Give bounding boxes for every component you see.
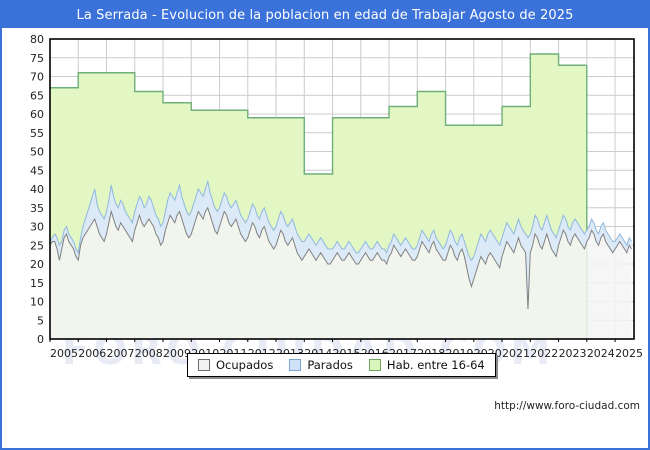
y-tick-label: 5: [37, 314, 44, 327]
window-title-bar: La Serrada - Evolucion de la poblacion e…: [2, 2, 648, 28]
legend-item-hab-16-64[interactable]: Hab. entre 16-64: [368, 358, 485, 372]
plot-container: FORO CIUDAD.COM 0 5 10 15 20 25 30 35 40 45 50 55 60…: [2, 28, 648, 448]
x-tick-label: 2009: [163, 347, 191, 360]
chart-legend: Ocupados Parados Hab. entre 16-64: [187, 353, 496, 377]
x-tick-label: 2025: [615, 347, 643, 360]
x-tick-label: 2006: [78, 347, 106, 360]
x-tick-label: 2023: [559, 347, 587, 360]
legend-swatch-ocupados: [198, 359, 210, 371]
x-tick-label: 2022: [530, 347, 558, 360]
legend-label-parados: Parados: [307, 358, 353, 372]
y-tick-label: 20: [30, 258, 44, 271]
y-tick-label: 45: [30, 164, 44, 177]
x-tick-label: 2007: [107, 347, 135, 360]
x-tick-label: 2021: [502, 347, 530, 360]
y-tick-label: 15: [30, 277, 44, 290]
axis-layer: [49, 38, 635, 342]
y-tick-label: 30: [30, 221, 44, 234]
legend-label-hab-16-64: Hab. entre 16-64: [386, 358, 485, 372]
page-title: La Serrada - Evolucion de la poblacion e…: [76, 7, 574, 23]
legend-item-ocupados[interactable]: Ocupados: [198, 358, 273, 372]
y-tick-label: 75: [30, 52, 44, 65]
source-url[interactable]: http://www.foro-ciudad.com: [494, 400, 640, 412]
y-tick-label: 0: [37, 333, 44, 346]
legend-swatch-hab-16-64: [368, 359, 381, 371]
y-tick-label: 10: [30, 296, 44, 309]
series-layer: [49, 53, 632, 339]
x-tick-label: 2008: [135, 347, 163, 360]
y-tick-label: 25: [30, 239, 44, 252]
y-tick-label: 35: [30, 202, 44, 215]
y-tick-label: 80: [30, 33, 44, 46]
y-tick-label: 50: [30, 146, 44, 159]
legend-item-parados[interactable]: Parados: [289, 358, 353, 372]
y-tick-label: 60: [30, 108, 44, 121]
y-tick-label: 55: [30, 127, 44, 140]
x-tick-label: 2024: [587, 347, 615, 360]
y-tick-label: 65: [30, 89, 44, 102]
y-tick-label: 70: [30, 71, 44, 84]
legend-label-ocupados: Ocupados: [216, 358, 274, 372]
legend-swatch-parados: [289, 359, 302, 371]
y-tick-label: 40: [30, 183, 44, 196]
x-tick-label: 2005: [50, 347, 78, 360]
y-axis-tick-labels: 0 5 10 15 20 25 30 35 40 45 50 55 60 65 70 75 80: [30, 33, 44, 346]
